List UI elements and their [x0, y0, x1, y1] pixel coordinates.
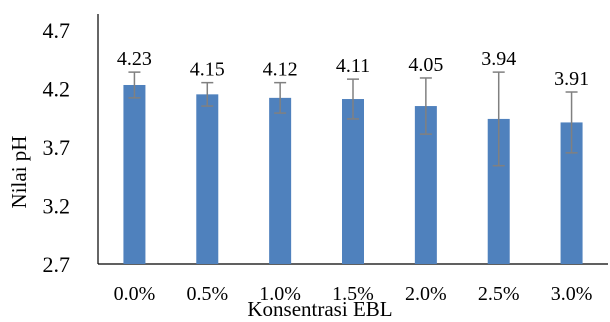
x-tick-label: 0.5%: [186, 283, 228, 305]
error-bars: [128, 71, 578, 167]
bar: [414, 106, 437, 264]
y-axis-title: Nilai pH: [7, 136, 31, 209]
x-tick-label: 3.0%: [551, 283, 593, 305]
bar-series: [123, 84, 583, 265]
x-tick-label: 1.0%: [259, 283, 301, 305]
data-label: 4.12: [263, 59, 298, 81]
data-label: 4.15: [190, 59, 225, 81]
y-tick-label: 3.2: [43, 194, 71, 219]
data-label: 3.91: [554, 68, 589, 90]
data-label: 4.23: [117, 48, 152, 70]
y-axis-ticks: 2.7 3.2 3.7 4.2 4.7: [43, 18, 71, 277]
data-label: 3.94: [481, 48, 516, 70]
bar: [560, 122, 583, 265]
y-tick-label: 4.7: [43, 18, 71, 43]
x-tick-label: 0.0%: [114, 283, 156, 305]
x-axis-ticks: 0.0% 0.5% 1.0% 1.5% 2.0% 2.5% 3.0%: [114, 283, 593, 305]
bar: [123, 84, 146, 265]
data-labels: 4.23 4.15 4.12 4.11 4.05 3.94 3.91: [117, 48, 589, 90]
bar: [269, 97, 292, 264]
x-axis-title: Konsentrasi EBL: [247, 297, 392, 321]
data-label: 4.05: [408, 54, 443, 76]
bar: [342, 99, 364, 264]
y-tick-label: 3.7: [43, 135, 71, 160]
bar: [196, 94, 219, 264]
bar: [487, 118, 510, 264]
x-tick-label: 1.5%: [332, 283, 374, 305]
x-tick-label: 2.5%: [478, 283, 520, 305]
y-tick-label: 4.2: [43, 77, 71, 102]
x-tick-label: 2.0%: [405, 283, 447, 305]
data-label: 4.11: [336, 55, 370, 77]
y-tick-label: 2.7: [43, 252, 71, 277]
